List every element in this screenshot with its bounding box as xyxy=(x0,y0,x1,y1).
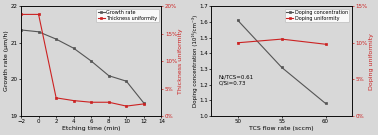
Y-axis label: Growth rate (μm/h): Growth rate (μm/h) xyxy=(4,31,9,91)
Text: N₂/TCS=0.61
C/Si=0.73: N₂/TCS=0.61 C/Si=0.73 xyxy=(218,74,254,86)
Y-axis label: Doping uniformity: Doping uniformity xyxy=(369,33,374,90)
Legend: Growth rate, Thickness uniformity: Growth rate, Thickness uniformity xyxy=(96,9,159,22)
Y-axis label: Thickness uniformity: Thickness uniformity xyxy=(178,28,183,94)
Legend: Doping concentration, Doping uniformity: Doping concentration, Doping uniformity xyxy=(285,9,349,22)
X-axis label: Etching time (min): Etching time (min) xyxy=(62,126,121,131)
Y-axis label: Doping concentration (10¹⁶/cm⁻³): Doping concentration (10¹⁶/cm⁻³) xyxy=(192,15,198,107)
X-axis label: TCS flow rate (sccm): TCS flow rate (sccm) xyxy=(249,126,314,131)
